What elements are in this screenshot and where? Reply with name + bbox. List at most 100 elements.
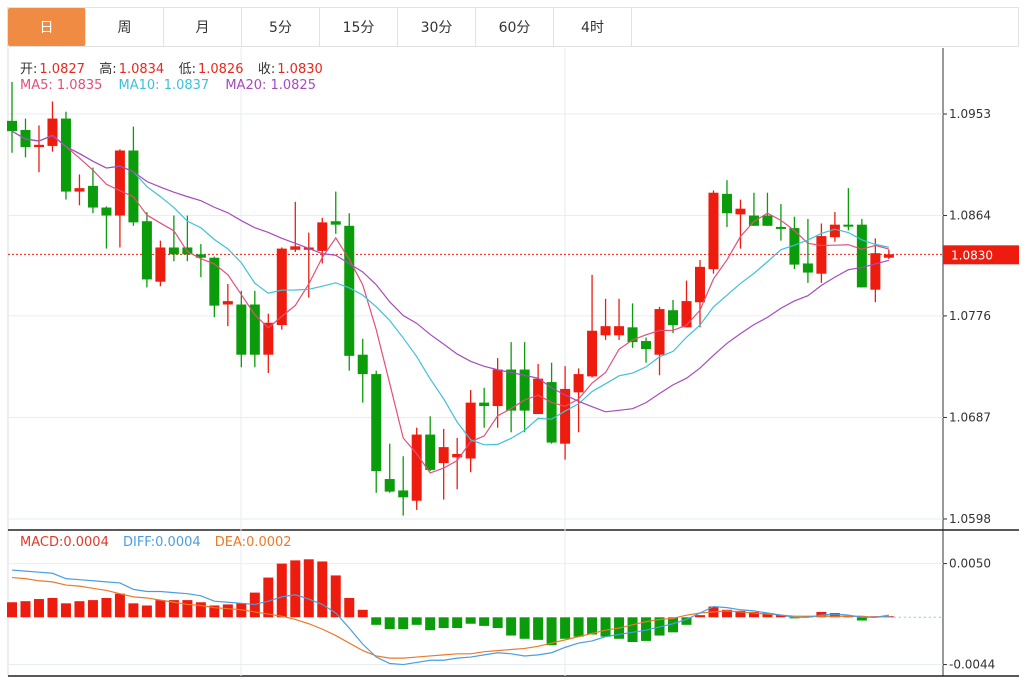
candle [762,192,773,226]
candle-body [47,118,58,146]
ohlc-info: 开: 1.0827 高: 1.0834 低: 1.0826 收: 1.0830 [20,58,325,77]
candle [87,167,98,214]
macd-bar [600,617,611,637]
macd-bar [276,563,287,618]
tab-4hour[interactable]: 4时 [554,8,632,46]
macd-bar [384,617,395,630]
candle [101,206,112,249]
candle [7,82,17,153]
candle-body [465,402,476,459]
candle [506,342,517,433]
candle-body [668,310,679,326]
tab-day[interactable]: 日 [8,8,86,46]
candle-body [249,304,260,355]
macd-bar [128,603,139,618]
candle [870,238,881,303]
macd-bar [721,609,732,618]
macd-bar [141,605,152,618]
candle-body [883,254,894,258]
candle-body [829,224,840,238]
candle [829,212,840,242]
macd-bar [344,597,355,618]
candle-body [762,215,773,226]
tab-week[interactable]: 周 [86,8,164,46]
candle [681,280,692,328]
candle [600,298,611,340]
current-price-badge [943,245,1019,265]
candle [708,190,719,274]
macd-bar [735,610,746,618]
macd-bar [330,575,341,618]
low-label: 低: [178,62,196,77]
candle-body [263,322,274,355]
candle [452,437,463,490]
y-tick-label: 1.0953 [949,107,991,121]
candle-body [60,118,71,192]
candle-body [87,185,98,208]
ma5-legend: MA5: 1.0835 [20,78,103,93]
candle-body [519,369,530,411]
candle-body [452,453,463,458]
macd-bar [222,604,233,618]
candle-body [492,369,503,407]
candle [802,218,813,283]
candle [33,125,44,173]
tab-15min[interactable]: 15分 [320,8,398,46]
open-label: 开: [20,62,38,77]
candle [357,338,368,403]
candle-body [357,354,368,375]
macd-bar [20,601,31,618]
macd-bar [506,617,517,636]
candle [74,174,85,206]
macd-bar [573,617,584,637]
macd-bar [209,605,220,618]
candle-body [546,382,557,443]
macd-bar [519,617,530,639]
candle-body [330,221,341,225]
candle-body [7,120,17,132]
candle [614,298,625,340]
candle-body [371,374,382,472]
candle-body [681,301,692,328]
macd-bar [748,611,759,618]
tab-5min[interactable]: 5分 [242,8,320,46]
candle [560,366,571,460]
diff-line [11,569,889,666]
candle-body [843,224,854,227]
macd-bar [398,617,409,630]
candle [587,274,598,378]
candle [641,337,652,363]
candle-body [384,479,395,492]
candle-body [721,193,732,214]
macd-bar [195,602,206,618]
macd-y-tick-label: 0.0050 [949,557,991,571]
macd-bar [155,600,166,618]
candle-body [573,374,584,393]
macd-bar [546,617,557,646]
y-tick-label: 1.0598 [949,512,991,526]
candle [883,249,894,259]
diff-legend: DIFF:0.0004 [122,535,201,550]
candle-body [290,246,301,250]
candle-body [627,327,638,343]
ma20-line [11,130,890,413]
macd-bar [317,561,328,618]
candle-body [775,226,786,229]
dea-legend: DEA:0.0002 [214,535,292,550]
y-tick-label: 1.0776 [949,309,991,323]
tab-30min[interactable]: 30分 [398,8,476,46]
tab-month[interactable]: 月 [164,8,242,46]
candle [735,199,746,249]
candle [20,118,31,158]
open-value: 1.0827 [39,62,85,77]
macd-bar [762,613,773,618]
tab-60min[interactable]: 60分 [476,8,554,46]
macd-bar [371,617,382,625]
candle [344,213,355,371]
macd-bar [87,600,98,618]
macd-bar [411,617,422,625]
macd-bar [694,615,705,618]
candle [114,149,125,248]
candle-body [74,188,85,192]
